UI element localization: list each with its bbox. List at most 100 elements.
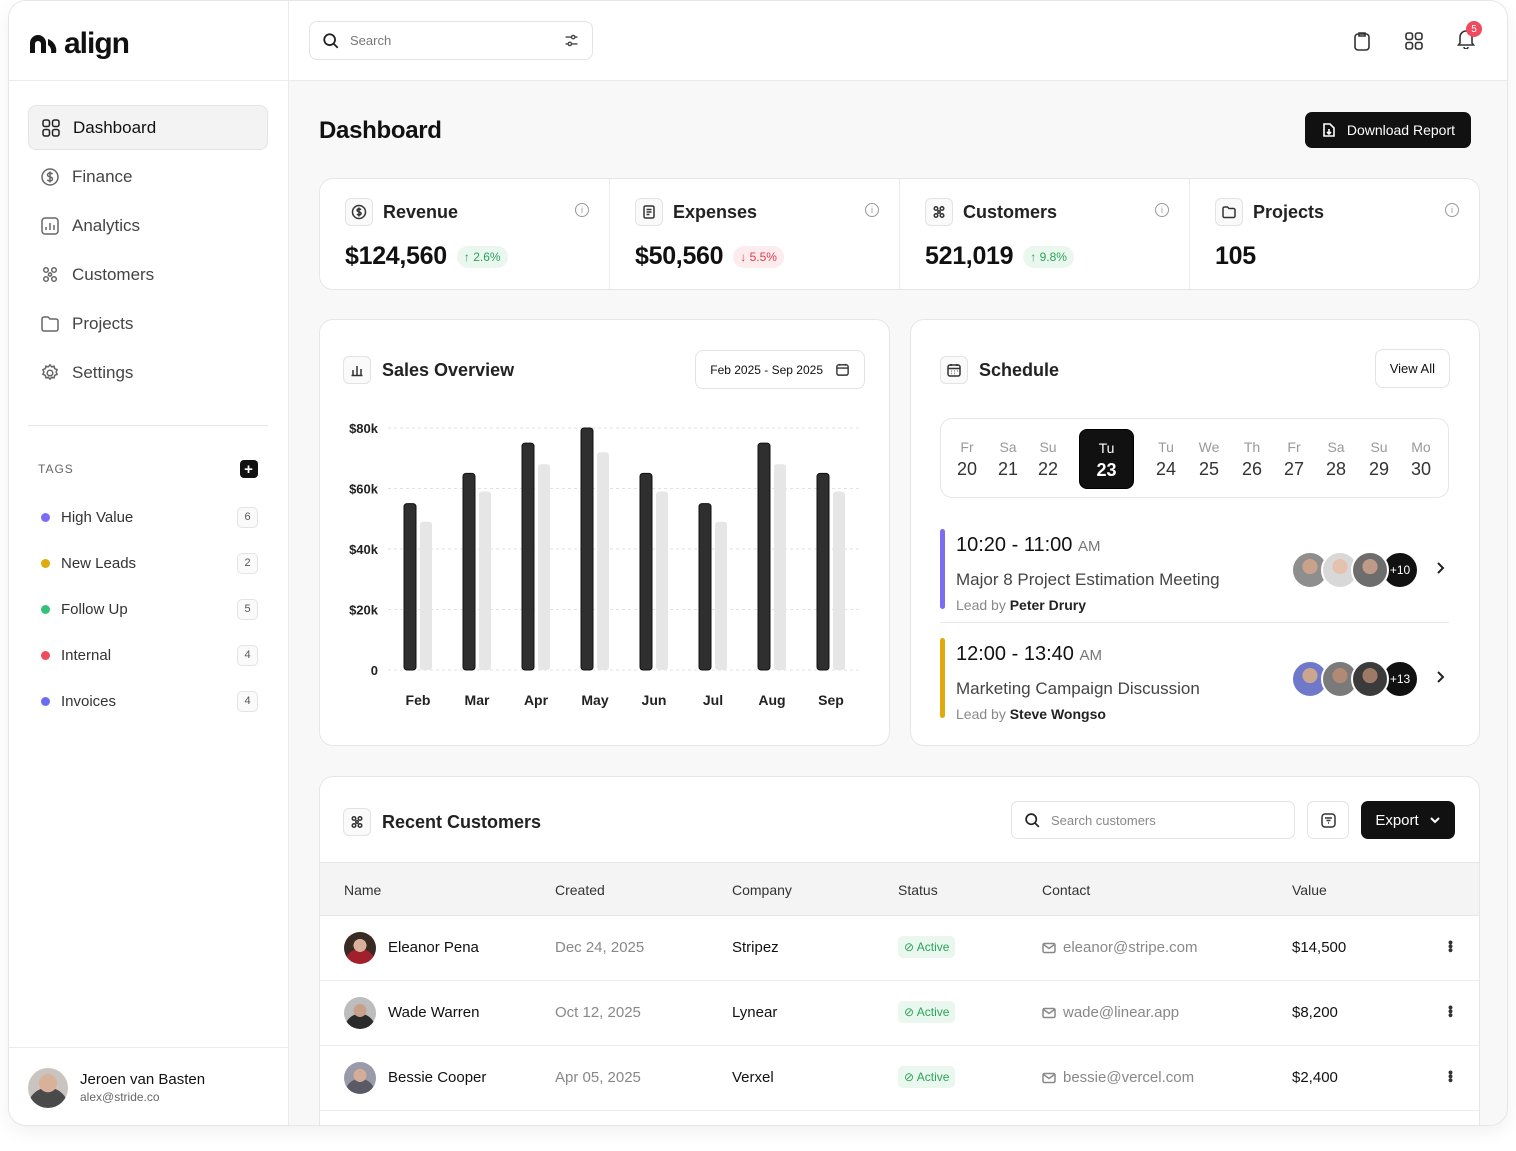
y-tick-label: $20k — [349, 603, 379, 618]
tag-label: High Value — [61, 508, 134, 526]
apps-grid-icon[interactable] — [1403, 30, 1425, 52]
download-report-button[interactable]: Download Report — [1304, 112, 1471, 148]
sidebar-item-customers[interactable]: Customers — [28, 252, 268, 297]
table-row[interactable]: Eleanor Pena Dec 24, 2025 Stripez ⊘ Acti… — [320, 916, 1479, 981]
date-range-label: Feb 2025 - Sep 2025 — [710, 362, 823, 377]
search-customers-input[interactable]: Search customers — [1011, 801, 1295, 839]
column-header-name[interactable]: Name — [344, 882, 382, 898]
info-icon[interactable]: i — [1445, 203, 1459, 217]
column-header-created[interactable]: Created — [555, 882, 605, 898]
day-item-selected[interactable]: Tu 23 — [1079, 429, 1134, 489]
column-header-status[interactable]: Status — [898, 882, 938, 898]
tag-dot — [41, 650, 50, 660]
table-row[interactable]: Bessie Cooper Apr 05, 2025 Verxel ⊘ Acti… — [320, 1046, 1479, 1111]
stat-label: Projects — [1253, 201, 1325, 222]
user-profile[interactable]: Jeroen van Basten alex@stride.co — [9, 1047, 289, 1125]
tag-item-new-leads[interactable]: New Leads 2 — [38, 540, 258, 586]
day-item[interactable]: Su 29 — [1359, 429, 1399, 489]
tag-item-follow-up[interactable]: Follow Up 5 — [38, 586, 258, 632]
day-item[interactable]: Fr 20 — [947, 429, 987, 489]
day-item[interactable]: Mo 30 — [1401, 429, 1441, 489]
day-item[interactable]: Sa 28 — [1316, 429, 1356, 489]
filter-button[interactable] — [1307, 801, 1349, 839]
sidebar-item-projects[interactable]: Projects — [28, 301, 268, 346]
day-number: 22 — [1037, 459, 1059, 479]
customer-company: Lynear — [732, 1004, 778, 1021]
day-item[interactable]: Su 22 — [1028, 429, 1068, 489]
event-color-bar — [940, 638, 945, 718]
customer-contact[interactable]: wade@linear.app — [1042, 1004, 1179, 1021]
user-name: Jeroen van Basten — [80, 1071, 206, 1088]
stat-card-expenses[interactable]: Expenses i $50,560 ↓ 5.5% — [610, 179, 900, 289]
day-item[interactable]: We 25 — [1189, 429, 1229, 489]
sidebar-item-settings[interactable]: Settings — [28, 350, 268, 395]
sidebar-item-finance[interactable]: Finance — [28, 154, 268, 199]
avatar — [344, 932, 376, 964]
stat-label: Customers — [963, 201, 1058, 222]
schedule-event[interactable]: 10:20 - 11:00 AM Major 8 Project Estimat… — [940, 529, 1449, 613]
folder-icon — [41, 315, 59, 332]
date-range-picker[interactable]: Feb 2025 - Sep 2025 — [695, 350, 865, 389]
more-options-icon[interactable]: ••• — [1443, 1070, 1459, 1082]
info-icon[interactable]: i — [1155, 203, 1169, 217]
tag-item-internal[interactable]: Internal 4 — [38, 632, 258, 678]
logo-icon — [30, 35, 57, 53]
divider — [9, 80, 289, 81]
app-name: align — [64, 27, 130, 60]
tag-label: Follow Up — [61, 600, 128, 618]
day-number: 28 — [1325, 459, 1347, 479]
notifications-button[interactable]: 5 — [1455, 21, 1482, 54]
info-icon[interactable]: i — [575, 203, 589, 217]
column-header-company[interactable]: Company — [732, 882, 792, 898]
sales-bar-chart: $80k $60k $40k $20k 0 Feb Mar Apr May Jun Jul Aug Se… — [349, 421, 860, 708]
stat-delta: ↓ 5.5% — [733, 245, 784, 268]
table-row[interactable]: Wade Warren Oct 12, 2025 Lynear ⊘ Active… — [320, 981, 1479, 1046]
schedule-card: Schedule View All Fr 20 Sa 21 Su 22 Tu 23 Tu… — [910, 319, 1480, 746]
export-button[interactable]: Export — [1361, 801, 1455, 839]
tag-item-high-value[interactable]: High Value 6 — [38, 494, 258, 540]
sidebar-item-label: Customers — [72, 264, 155, 284]
attendee-avatars: +13 — [1291, 660, 1419, 698]
customer-value: $8,200 — [1292, 1004, 1338, 1021]
folder-icon — [1215, 198, 1243, 226]
search-input[interactable]: Search — [309, 21, 593, 60]
event-time: 10:20 - 11:00 AM — [956, 534, 1100, 557]
clipboard-icon[interactable] — [1351, 30, 1373, 52]
stat-card-revenue[interactable]: Revenue i $124,560 ↑ 2.6% — [320, 179, 610, 289]
tag-item-invoices[interactable]: Invoices 4 — [38, 678, 258, 724]
day-item[interactable]: Sa 21 — [988, 429, 1028, 489]
sidebar-item-analytics[interactable]: Analytics — [28, 203, 268, 248]
schedule-event[interactable]: 12:00 - 13:40 AM Marketing Campaign Disc… — [940, 638, 1449, 722]
day-name: Sa — [999, 439, 1017, 455]
day-number: 27 — [1283, 459, 1305, 479]
stat-card-customers[interactable]: Customers i 521,019 ↑ 9.8% — [900, 179, 1190, 289]
day-item[interactable]: Th 26 — [1232, 429, 1272, 489]
lead-prefix: Lead by — [956, 597, 1006, 613]
sidebar-item-dashboard[interactable]: Dashboard — [28, 105, 268, 150]
contact-email: eleanor@stripe.com — [1063, 939, 1198, 956]
customer-created: Oct 12, 2025 — [555, 1004, 641, 1021]
mail-icon — [1042, 942, 1056, 953]
day-item[interactable]: Tu 24 — [1146, 429, 1186, 489]
more-options-icon[interactable]: ••• — [1443, 1005, 1459, 1017]
day-number: 21 — [997, 459, 1019, 479]
status-text: Active — [916, 940, 950, 954]
column-header-value[interactable]: Value — [1292, 882, 1327, 898]
stat-card-projects[interactable]: Projects i 105 — [1190, 179, 1479, 289]
customer-contact[interactable]: bessie@vercel.com — [1042, 1069, 1194, 1086]
add-tag-button[interactable]: + — [240, 460, 258, 478]
chevron-right-icon[interactable] — [1431, 559, 1449, 577]
more-options-icon[interactable]: ••• — [1443, 940, 1459, 952]
info-icon[interactable]: i — [865, 203, 879, 217]
tag-label: Internal — [61, 646, 112, 664]
customer-contact[interactable]: eleanor@stripe.com — [1042, 939, 1197, 956]
app-logo[interactable]: align — [28, 27, 130, 61]
column-header-contact[interactable]: Contact — [1042, 882, 1091, 898]
tag-dot — [41, 696, 50, 706]
event-color-bar — [940, 529, 945, 609]
day-item[interactable]: Fr 27 — [1274, 429, 1314, 489]
sliders-icon[interactable] — [563, 32, 580, 49]
chevron-right-icon[interactable] — [1431, 668, 1449, 686]
view-all-button[interactable]: View All — [1374, 349, 1450, 388]
customer-created: Apr 05, 2025 — [555, 1069, 641, 1086]
